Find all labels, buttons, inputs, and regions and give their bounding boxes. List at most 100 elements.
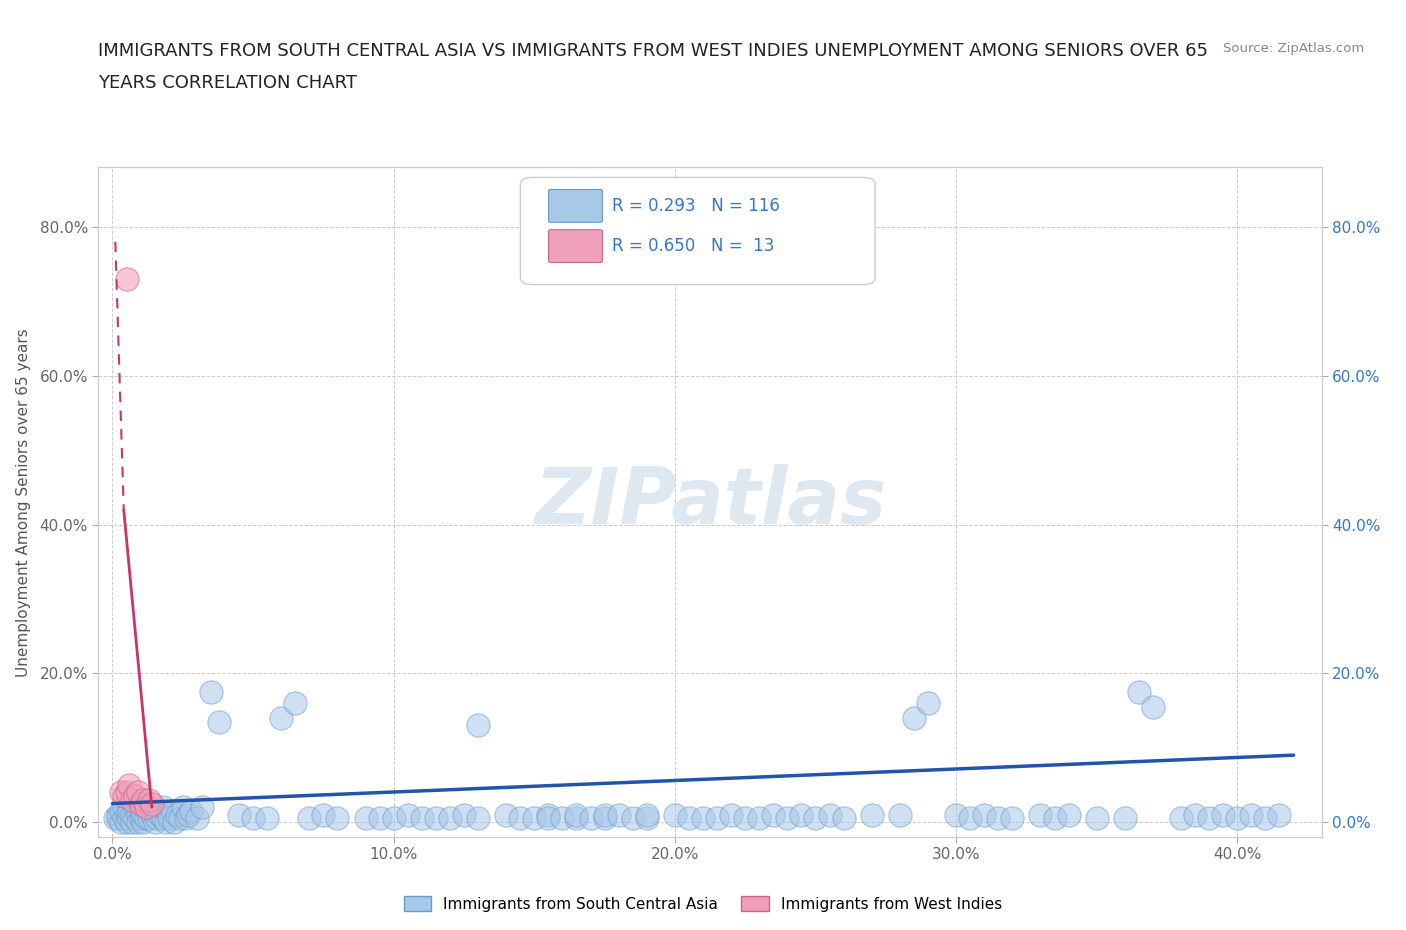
Point [818,807,841,822]
Point [973,807,995,822]
Point [143,815,166,830]
Point [1114,811,1136,826]
Point [115,815,138,830]
Point [129,796,152,811]
Point [208,714,231,729]
Point [467,811,489,826]
Point [107,807,129,822]
Point [903,711,925,725]
Point [135,811,157,826]
Point [1142,699,1164,714]
Point [166,807,188,822]
Point [110,804,132,818]
Point [163,815,186,830]
Point [124,811,146,826]
Point [172,800,194,815]
Point [138,811,160,826]
Point [141,796,163,811]
Legend: Immigrants from South Central Asia, Immigrants from West Indies: Immigrants from South Central Asia, Immi… [398,889,1008,918]
Point [509,811,531,826]
Point [720,807,742,822]
Point [127,815,149,830]
Point [1240,807,1263,822]
Point [118,777,141,792]
Point [121,815,143,830]
Point [678,811,700,826]
Point [396,807,419,822]
Point [1268,807,1291,822]
Point [141,807,163,822]
Point [157,807,180,822]
Point [706,811,728,826]
Point [121,792,143,807]
Point [411,811,433,826]
Point [593,811,616,826]
Point [152,800,174,815]
Point [1184,807,1206,822]
Point [186,811,208,826]
Point [191,800,214,815]
Point [256,811,278,826]
Text: Source: ZipAtlas.com: Source: ZipAtlas.com [1223,42,1364,55]
FancyBboxPatch shape [548,190,602,222]
Point [1057,807,1080,822]
Point [593,807,616,822]
Point [298,811,321,826]
Point [129,811,152,826]
Point [889,807,911,822]
Point [115,807,138,822]
Point [354,811,377,826]
Point [143,804,166,818]
Text: IMMIGRANTS FROM SOUTH CENTRAL ASIA VS IMMIGRANTS FROM WEST INDIES UNEMPLOYMENT A: IMMIGRANTS FROM SOUTH CENTRAL ASIA VS IM… [98,42,1208,60]
Point [129,804,152,818]
Point [146,811,169,826]
Point [132,792,155,807]
Point [917,696,939,711]
Point [945,807,967,822]
Point [284,696,307,711]
Point [664,807,686,822]
Text: ZIPatlas: ZIPatlas [534,464,886,540]
Point [636,811,658,826]
Point [565,807,588,822]
Point [537,811,560,826]
Point [112,800,135,815]
Point [107,811,129,826]
Point [987,811,1010,826]
FancyBboxPatch shape [520,178,875,285]
Point [124,800,146,815]
Point [621,811,644,826]
Point [523,811,546,826]
Point [135,800,157,815]
Point [368,811,391,826]
Point [734,811,756,826]
Point [132,807,155,822]
Point [1212,807,1234,822]
Point [467,718,489,733]
Point [565,811,588,826]
Point [132,815,155,830]
Point [537,807,560,822]
Point [110,785,132,800]
Point [174,811,197,826]
Point [242,811,264,826]
FancyBboxPatch shape [548,230,602,262]
Point [177,807,200,822]
Point [118,804,141,818]
Point [692,811,714,826]
Y-axis label: Unemployment Among Seniors over 65 years: Unemployment Among Seniors over 65 years [17,328,31,677]
Point [160,804,183,818]
Point [110,815,132,830]
Point [127,807,149,822]
Point [149,807,172,822]
Point [636,807,658,822]
Point [1254,811,1277,826]
Point [312,807,335,822]
Point [152,811,174,826]
Point [118,811,141,826]
Point [115,272,138,286]
Point [1029,807,1052,822]
Point [579,811,602,826]
Point [748,811,770,826]
Point [832,811,855,826]
